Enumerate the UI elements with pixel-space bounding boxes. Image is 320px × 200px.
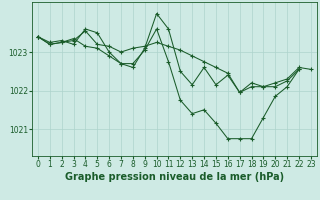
X-axis label: Graphe pression niveau de la mer (hPa): Graphe pression niveau de la mer (hPa) — [65, 172, 284, 182]
